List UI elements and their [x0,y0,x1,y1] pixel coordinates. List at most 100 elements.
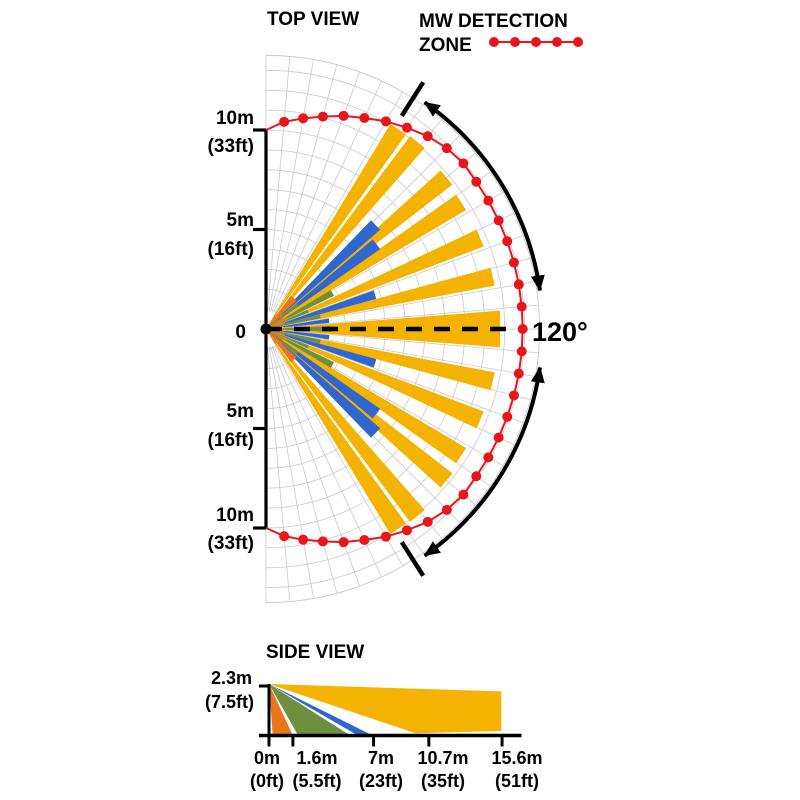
side-distance-label-ft: (23ft) [359,771,403,791]
side-beam-green [269,684,351,736]
beam-orange [266,329,297,363]
scale-label-5m-top: 5m [227,210,254,231]
mw-zone-dot [517,324,528,334]
beam-orange [266,295,297,329]
mw-zone-dot [338,537,349,548]
mw-zone-dot [513,279,524,290]
grid-spoke [268,59,314,312]
mw-zone-dot [508,257,519,268]
side-beam-blue [269,684,373,736]
angle-arc [423,366,545,558]
angle-arc [423,100,545,292]
legend-sample-dot [510,37,520,47]
mw-zone-dot [516,301,527,312]
side-distance-label-m: 0m [254,748,280,768]
grid-spoke [274,91,404,314]
legend-sample-dot [573,37,583,47]
legend-sample-dot [531,37,541,47]
mw-zone-dot [471,176,482,187]
beam-yellow [266,194,467,329]
mw-zone-dot [380,531,391,542]
sensor-origin-marker [260,323,272,335]
side-view-title: SIDE VIEW [266,642,364,663]
grid-spoke [270,346,338,594]
mw-zone-dot [298,534,309,545]
beam-yellow [266,329,467,464]
radial-scale-labels: 10m (33ft) 5m (16ft) 0 5m (16ft) 10m (33… [208,108,254,554]
mw-zone-dot [279,531,290,542]
angle-label: 120° [532,317,588,347]
scale-label-16ft-top: (16ft) [208,239,254,260]
legend-sample-dot [489,37,499,47]
mw-zone-dot [458,489,469,500]
mw-zone-dot [441,504,452,515]
scale-label-16ft-bottom: (16ft) [208,430,254,451]
beam-yellow [266,329,453,488]
mw-zone-dot [317,111,328,122]
beam-yellow [266,123,407,330]
beam-yellow [266,329,407,535]
mw-zone-dot [359,535,370,546]
side-beam-yellow [269,684,502,734]
mw-zone-dot [458,158,469,169]
beam-green [266,329,299,355]
detection-beams [266,123,501,535]
beam-green [266,314,321,329]
beam-orange [266,329,288,342]
side-distance-labels: 0m (0ft) 1.6m (5.5ft) 7m (23ft) 10.7m (35ft) 15.… [250,748,543,791]
beam-blue [266,329,377,368]
scale-label-zero: 0 [235,322,246,343]
legend-sample-dot [552,37,562,47]
mw-zone-dot [502,411,513,422]
scale-label-10m-bottom: 10m [216,505,254,526]
mw-zone-dot [317,536,328,547]
grid-spoke [270,64,338,312]
mw-zone-dot [441,143,452,154]
side-beam-orange [269,684,293,736]
grid-spoke [283,330,539,354]
side-distance-label-m: 7m [368,748,394,768]
side-view-plot [259,684,522,747]
top-view-axes [253,128,523,530]
mw-zone-dot [516,346,527,357]
mw-zone-dot [401,122,412,133]
side-distance-label-m: 1.6m [296,748,337,768]
grid-spoke [267,56,291,312]
legend-label-line1: MW DETECTION [419,11,568,32]
side-distance-label-ft: (51ft) [495,771,539,791]
grid-spoke [268,346,314,599]
beam-yellow [266,170,453,329]
mw-zone-dot [338,110,349,121]
scale-label-33ft-bottom: (33ft) [208,533,254,554]
scale-label-10m-top: 10m [216,108,254,129]
mw-zone-dot [380,116,391,127]
beam-green [266,329,321,344]
legend-dotted-line-sample [489,37,583,47]
legend-label-line2: ZONE [419,35,472,56]
side-distance-label-ft: (35ft) [421,771,465,791]
scale-label-5m-bottom: 5m [227,401,254,422]
mw-zone-dot [422,516,433,527]
mw-zone-dot [493,432,504,443]
mw-zone-dot [483,452,494,463]
mw-zone-dot [502,236,513,247]
mw-zone-dot [471,471,482,482]
beam-yellow [266,136,425,329]
angle-arc-annotations [399,81,545,577]
grid-spoke [274,344,404,567]
top-view-title: TOP VIEW [267,9,359,30]
mw-zone-dot [513,368,524,379]
mw-zone-dot [422,131,433,142]
mw-zone-dot [359,112,370,123]
beam-blue [266,290,377,329]
mw-zone-dot [493,215,504,226]
side-distance-label-ft: (5.5ft) [293,771,342,791]
side-height-label-m: 2.3m [211,668,252,688]
mw-zone-dot [279,116,290,127]
beam-orange [266,316,288,329]
mw-zone-dot [483,195,494,206]
scale-label-33ft-top: (33ft) [208,136,254,157]
mw-zone-dot [401,525,412,536]
